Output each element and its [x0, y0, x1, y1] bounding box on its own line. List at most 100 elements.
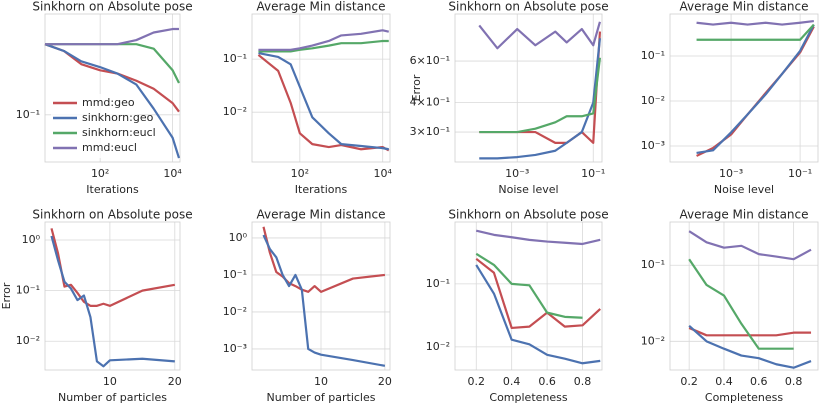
series-line: [45, 27, 179, 46]
panel: 10² 10⁴ 10⁻¹ Sinkhorn on Absolute pose Itera…: [16, 0, 193, 196]
series-line: [258, 29, 390, 51]
y-tick-label: 10⁰: [22, 233, 41, 246]
x-tick-label: 10²: [91, 167, 109, 180]
axes-frame: [669, 221, 819, 371]
y-axis-label: Error: [410, 74, 423, 101]
series-line: [258, 39, 389, 53]
y-tick-label: 3×10⁻¹: [410, 125, 450, 138]
y-tick-label: 10⁻¹: [641, 258, 665, 271]
y-tick-label: 6×10⁻¹: [410, 54, 450, 67]
y-axis-label: Error: [0, 282, 13, 309]
series-line: [50, 235, 175, 368]
y-tick-label: 10⁰: [229, 231, 248, 244]
x-tick-label: 0.4: [715, 375, 733, 388]
axes-frame: [669, 13, 819, 163]
x-axis-label: Iterations: [86, 183, 139, 196]
x-axis-label: Noise level: [714, 183, 774, 196]
y-tick-label: 10⁻¹: [16, 284, 40, 297]
y-tick-label: 10⁻²: [426, 340, 450, 353]
axes-frame: [44, 221, 181, 371]
x-axis-label: Completeness: [705, 391, 783, 403]
panel-title: Sinkhorn on Absolute pose: [32, 0, 192, 14]
series-line: [478, 21, 601, 50]
panel: 0.2 0.4 0.6 0.8 10⁻¹ 10⁻² Average Min distance…: [641, 208, 819, 403]
panel-title: Average Min distance: [679, 208, 808, 222]
panel-title: Sinkhorn on Absolute pose: [32, 208, 192, 222]
y-tick-label: 10⁻²: [16, 334, 40, 347]
series-line: [475, 264, 601, 365]
plot-area: [670, 222, 818, 370]
series-line: [475, 257, 601, 330]
legend-label: mmd:geo: [82, 96, 135, 109]
x-tick-label: 0.8: [574, 375, 592, 388]
x-tick-label: 10: [314, 375, 328, 388]
series-line: [479, 57, 602, 134]
x-tick-label: 0.6: [750, 375, 768, 388]
y-tick-label: 10⁻³: [641, 139, 665, 152]
plot-area: [455, 222, 602, 370]
x-tick-label: 10: [103, 375, 117, 388]
panel: 10⁻³ 10⁻¹ 6×10⁻¹ 4×10⁻¹ 3×10⁻¹ Sinkhorn on Ab…: [410, 0, 609, 196]
plot-area: [45, 222, 180, 370]
legend-label: mmd:eucl: [82, 141, 137, 154]
panel-title: Average Min distance: [256, 208, 385, 222]
y-tick-label: 10⁻¹: [223, 52, 247, 65]
x-tick-label: 20: [378, 375, 392, 388]
x-tick-label: 10²: [291, 167, 309, 180]
x-tick-label: 0.8: [785, 375, 803, 388]
x-tick-label: 0.2: [468, 375, 486, 388]
series-line: [688, 230, 812, 261]
y-tick-label: 10⁻²: [641, 94, 665, 107]
series-line: [475, 229, 601, 246]
x-axis-label: Completeness: [489, 391, 567, 403]
y-tick-label: 10⁻¹: [641, 49, 665, 62]
panel: 10⁻³ 10⁻¹ 10⁻¹ 10⁻² 10⁻³ Average Min distance…: [641, 0, 819, 196]
series-line: [696, 19, 814, 26]
y-tick-label: 10⁻²: [223, 105, 247, 118]
series-line: [262, 226, 386, 293]
y-tick-label: 10⁻³: [223, 342, 247, 355]
y-tick-label: 10⁻¹: [426, 277, 450, 290]
y-tick-label: 4×10⁻¹: [410, 96, 450, 109]
panel-title: Average Min distance: [679, 0, 808, 14]
series-line: [44, 43, 181, 159]
plot-area: [252, 14, 390, 162]
axes-frame: [44, 13, 181, 163]
series-line: [696, 24, 815, 155]
x-axis-label: Number of particles: [266, 391, 375, 403]
plot-area: [670, 14, 818, 162]
x-tick-label: 0.4: [503, 375, 521, 388]
x-axis-label: Number of particles: [58, 391, 167, 403]
series-line: [688, 324, 812, 369]
x-axis-label: Iterations: [295, 183, 348, 196]
x-tick-label: 20: [168, 375, 182, 388]
x-tick-label: 10⁻¹: [581, 167, 605, 180]
series-line: [696, 23, 815, 41]
legend-label: sinkhorn:eucl: [82, 126, 156, 139]
series-line: [688, 258, 794, 350]
x-tick-label: 10⁴: [373, 167, 392, 180]
x-tick-label: 10⁻¹: [788, 167, 812, 180]
x-tick-label: 10⁻³: [505, 167, 529, 180]
series-line: [262, 234, 386, 367]
plot-area: [455, 14, 602, 162]
y-tick-label: 10⁻¹: [223, 268, 247, 281]
panel-title: Sinkhorn on Absolute pose: [448, 0, 608, 14]
y-tick-label: 10⁻²: [641, 334, 665, 347]
series-line: [258, 52, 389, 151]
panel: 0.2 0.4 0.6 0.8 10⁻¹ 10⁻² Sinkhorn on Absolute…: [426, 208, 609, 403]
series-line: [479, 38, 602, 160]
x-tick-label: 0.2: [680, 375, 698, 388]
x-tick-label: 0.6: [538, 375, 556, 388]
panel-title: Sinkhorn on Absolute pose: [448, 208, 608, 222]
x-axis-label: Noise level: [498, 183, 558, 196]
y-tick-label: 10⁻²: [223, 305, 247, 318]
panel: 10 20 10⁰ 10⁻¹ 10⁻² Sinkhorn on Absolute pose…: [0, 208, 193, 403]
x-tick-label: 10⁻³: [719, 167, 743, 180]
panel: 10² 10⁴ 10⁻¹ 10⁻² Average Min distance Iterat…: [223, 0, 393, 196]
axes-frame: [454, 221, 603, 371]
panel-title: Average Min distance: [256, 0, 385, 14]
panel: 10 20 10⁰ 10⁻¹ 10⁻² 10⁻³ Average Min distance N…: [223, 208, 392, 403]
legend-label: sinkhorn:geo: [82, 111, 154, 124]
